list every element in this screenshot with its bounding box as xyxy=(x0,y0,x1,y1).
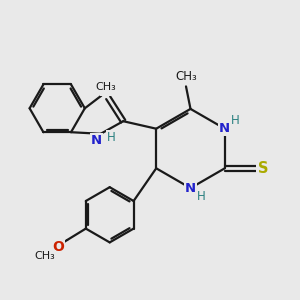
Text: O: O xyxy=(52,240,64,254)
Text: H: H xyxy=(231,114,240,127)
Text: H: H xyxy=(197,190,206,203)
Text: N: N xyxy=(219,122,230,135)
Text: CH₃: CH₃ xyxy=(34,250,55,261)
Text: H: H xyxy=(107,131,116,144)
Text: N: N xyxy=(185,182,196,195)
Text: S: S xyxy=(258,161,268,176)
Text: N: N xyxy=(91,134,102,147)
Text: O: O xyxy=(101,81,112,95)
Text: CH₃: CH₃ xyxy=(175,70,197,83)
Text: CH₃: CH₃ xyxy=(95,82,116,92)
